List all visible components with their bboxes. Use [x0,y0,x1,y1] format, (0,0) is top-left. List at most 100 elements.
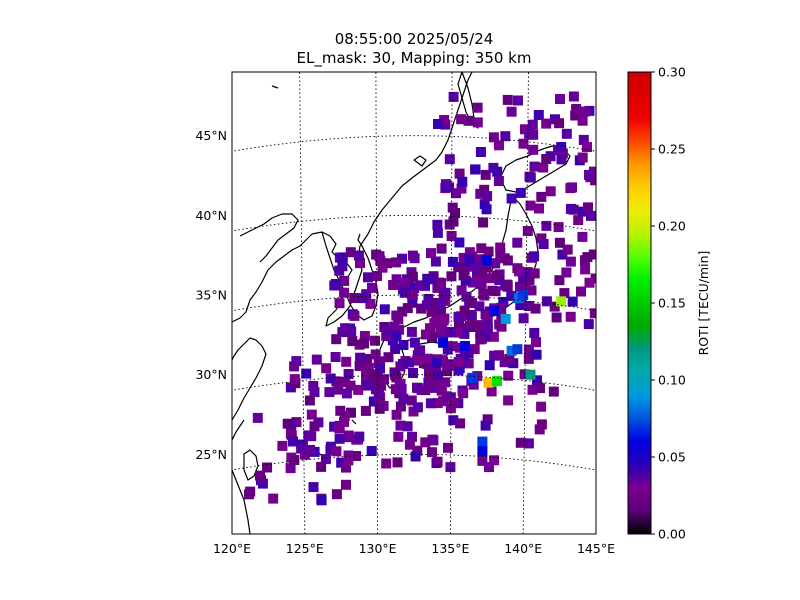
roti-cell [536,191,547,202]
roti-cell [525,172,536,183]
roti-cell [262,462,273,473]
roti-cell [463,115,474,126]
roti-cell [379,374,389,385]
roti-cell [453,311,464,322]
roti-cell-highlight [477,446,488,457]
roti-cell [456,183,467,194]
colorbar-tick-label: 0.25 [658,142,686,157]
roti-cell [528,144,539,155]
roti-cell [252,412,263,423]
roti-cell [480,420,491,431]
roti-cell [343,369,354,379]
colorbar [627,71,652,535]
roti-cell [472,117,483,128]
roti-cell [331,376,342,387]
roti-cell [529,268,540,279]
roti-cell [402,303,413,314]
roti-cell [404,357,415,368]
roti-cell [536,233,547,244]
roti-cell [456,114,467,125]
roti-cell [420,385,431,396]
roti-cell [532,375,542,386]
roti-cell [446,271,457,282]
roti-cell [488,331,499,342]
roti-cell [485,273,496,284]
roti-cell-highlight [492,376,502,387]
roti-cell [551,312,562,323]
roti-cell [368,377,379,388]
roti-cell [446,231,457,241]
roti-cell [408,368,418,378]
roti-cell [454,363,465,374]
roti-cell [361,379,372,390]
roti-cell [467,277,478,288]
roti-cell [541,220,552,231]
meridian-line [375,72,379,534]
roti-cell [506,106,517,117]
title-line-1: 08:55:00 2025/05/24 [334,30,494,48]
roti-cell [407,271,418,282]
roti-cell [422,353,433,364]
roti-cell [530,303,541,314]
roti-cell [472,259,483,270]
roti-cell [515,437,526,448]
roti-cell [346,326,357,337]
roti-cell [393,314,404,325]
roti-cell [524,301,535,311]
roti-cell [577,152,588,163]
roti-cell [337,252,348,263]
roti-cell [425,375,436,386]
roti-cell [531,337,541,348]
roti-cell [465,310,476,320]
roti-cell [524,275,535,286]
roti-cell [426,248,436,259]
meridian-line [299,72,306,534]
roti-cell [339,287,350,298]
roti-cell [529,161,540,172]
roti-cell [454,237,465,248]
roti-cell [397,253,407,264]
roti-cell [520,269,530,280]
roti-cell [373,389,384,400]
roti-cell [484,360,495,371]
roti-cell [388,280,399,290]
roti-cell [308,482,319,493]
roti-cell [445,403,456,414]
roti-cell [486,386,497,397]
roti-cell [583,319,594,330]
roti-cell [515,187,526,198]
roti-cell [316,495,327,506]
roti-cell [559,288,570,299]
roti-cell [479,290,490,301]
roti-cell [340,377,351,388]
roti-cell [391,372,402,383]
roti-cell [557,249,568,260]
roti-cell [503,395,514,406]
roti-cell [425,398,436,409]
roti-cell [589,308,596,319]
roti-cell [556,154,567,165]
roti-cell [495,242,506,253]
roti-cell [288,436,298,447]
roti-cell [343,455,354,466]
roti-cell [379,304,390,315]
roti-cell [311,354,322,365]
roti-cell [398,393,409,404]
roti-cell [457,176,468,187]
roti-cell [529,327,540,338]
roti-cell [548,386,559,397]
roti-cell [397,306,408,317]
roti-cell [472,371,483,382]
roti-cell [518,138,529,149]
roti-cell [576,286,586,297]
roti-cell [456,285,467,296]
title-line-2: EL_mask: 30, Mapping: 350 km [296,49,532,67]
roti-cell [541,296,552,307]
roti-cell [398,359,408,369]
roti-cell [406,326,417,337]
roti-cell [488,132,499,143]
roti-cell [448,415,459,426]
roti-cell [444,154,455,165]
roti-cell [433,375,444,386]
